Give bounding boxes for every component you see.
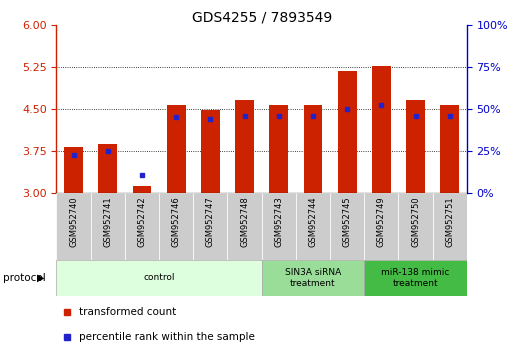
Bar xyxy=(262,260,364,296)
Bar xyxy=(201,110,220,193)
Bar xyxy=(56,193,91,260)
Bar xyxy=(269,105,288,193)
Text: GSM952747: GSM952747 xyxy=(206,196,215,247)
Bar xyxy=(304,105,322,193)
Text: GSM952748: GSM952748 xyxy=(240,196,249,247)
Bar xyxy=(296,193,330,260)
Bar xyxy=(364,260,467,296)
Bar xyxy=(98,144,117,193)
Text: SIN3A siRNA
treatment: SIN3A siRNA treatment xyxy=(285,268,341,287)
Bar xyxy=(125,193,159,260)
Text: GSM952740: GSM952740 xyxy=(69,196,78,247)
Text: GSM952741: GSM952741 xyxy=(103,196,112,247)
Bar xyxy=(159,193,193,260)
Text: miR-138 mimic
treatment: miR-138 mimic treatment xyxy=(381,268,450,287)
Text: GSM952749: GSM952749 xyxy=(377,196,386,247)
Bar xyxy=(432,193,467,260)
Bar xyxy=(364,193,399,260)
Text: GSM952746: GSM952746 xyxy=(172,196,181,247)
Text: control: control xyxy=(143,273,175,282)
Text: protocol: protocol xyxy=(3,273,45,283)
Bar xyxy=(64,147,83,193)
Text: GSM952745: GSM952745 xyxy=(343,196,351,247)
Text: GSM952742: GSM952742 xyxy=(137,196,146,247)
Text: transformed count: transformed count xyxy=(79,307,176,317)
Bar xyxy=(262,193,296,260)
Bar xyxy=(193,193,227,260)
Bar xyxy=(440,105,459,193)
Bar xyxy=(56,260,262,296)
Text: GDS4255 / 7893549: GDS4255 / 7893549 xyxy=(191,11,332,25)
Bar xyxy=(330,193,364,260)
Text: percentile rank within the sample: percentile rank within the sample xyxy=(79,332,255,342)
Bar xyxy=(91,193,125,260)
Text: GSM952743: GSM952743 xyxy=(274,196,283,247)
Bar xyxy=(235,101,254,193)
Bar xyxy=(372,66,391,193)
Text: GSM952744: GSM952744 xyxy=(308,196,318,247)
Text: GSM952751: GSM952751 xyxy=(445,196,454,247)
Bar xyxy=(338,71,357,193)
Bar xyxy=(406,101,425,193)
Bar xyxy=(399,193,432,260)
Bar xyxy=(167,105,186,193)
Bar xyxy=(227,193,262,260)
Bar xyxy=(132,186,151,193)
Text: GSM952750: GSM952750 xyxy=(411,196,420,247)
Text: ▶: ▶ xyxy=(37,273,45,283)
